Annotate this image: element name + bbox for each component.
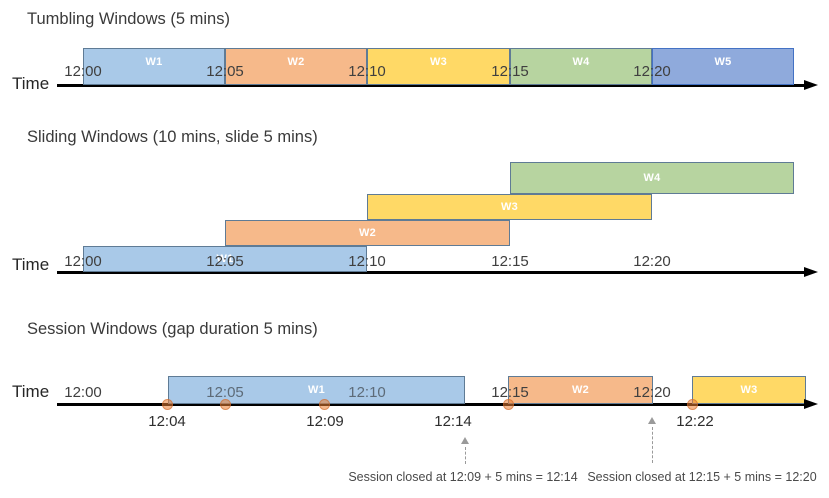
window-label: W4 xyxy=(643,172,661,184)
sliding-window-1: W1 xyxy=(83,246,367,272)
tick-label: 12:10 xyxy=(348,384,386,401)
arrow-head-icon xyxy=(648,417,656,424)
tick-label: 12:05 xyxy=(206,63,244,80)
tick-label: 12:00 xyxy=(64,253,102,270)
window-label: W5 xyxy=(714,56,732,68)
tick-label: 12:20 xyxy=(633,384,671,401)
session-close-arrow-icon xyxy=(460,437,470,464)
tick-label: 12:10 xyxy=(348,253,386,270)
event-dot xyxy=(162,399,173,410)
tumbling-window-5: W5 xyxy=(652,48,794,85)
session-window-3: W3 xyxy=(692,376,806,404)
tumbling-window-1: W1 xyxy=(83,48,225,85)
event-time-label: 12:09 xyxy=(306,413,344,430)
time-axis-label: Time xyxy=(12,255,50,274)
sliding-window-3: W3 xyxy=(367,194,652,220)
tumbling-window-4: W4 xyxy=(510,48,652,85)
timeline xyxy=(57,271,804,274)
window-label: W1 xyxy=(216,253,234,265)
tumbling-window-2: W2 xyxy=(225,48,367,85)
tick-label: 12:15 xyxy=(491,63,529,80)
window-label: W3 xyxy=(740,384,758,396)
session-window-2: W2 xyxy=(508,376,653,404)
tick-label: 12:00 xyxy=(64,384,102,401)
event-dot xyxy=(220,399,231,410)
tick-label: 12:05 xyxy=(206,253,244,270)
window-label: W3 xyxy=(429,56,448,68)
section-title-sliding: Sliding Windows (10 mins, slide 5 mins) xyxy=(27,128,318,146)
event-dot xyxy=(503,399,514,410)
tick-label: 12:10 xyxy=(348,63,386,80)
event-dot xyxy=(687,399,698,410)
tick-label: 12:05 xyxy=(206,384,244,401)
arrow-stem xyxy=(464,447,466,464)
session-close-annotation: Session closed at 12:09 + 5 mins = 12:14 xyxy=(348,470,578,484)
time-axis-label: Time xyxy=(12,74,50,93)
section-title-tumbling: Tumbling Windows (5 mins) xyxy=(27,10,230,28)
window-label: W2 xyxy=(358,227,377,239)
arrow-head-icon xyxy=(461,437,469,444)
event-time-label: 12:14 xyxy=(434,413,472,430)
timeline xyxy=(57,403,804,406)
arrow-stem xyxy=(651,427,653,463)
window-label: W2 xyxy=(571,384,590,396)
time-axis-label: Time xyxy=(12,382,50,401)
sliding-window-4: W4 xyxy=(510,162,794,194)
window-label: W1 xyxy=(307,384,326,396)
window-label: W3 xyxy=(500,201,519,213)
event-dot xyxy=(319,399,330,410)
session-window-1: W1 xyxy=(168,376,465,404)
tick-label: 12:00 xyxy=(64,63,102,80)
session-close-annotation: Session closed at 12:15 + 5 mins = 12:20 xyxy=(587,470,817,484)
tick-label: 12:15 xyxy=(491,384,529,401)
window-label: W4 xyxy=(572,56,590,68)
tick-label: 12:15 xyxy=(491,253,529,270)
timeline-arrowhead-icon xyxy=(804,80,818,90)
timeline xyxy=(57,84,804,87)
section-title-session: Session Windows (gap duration 5 mins) xyxy=(27,320,318,338)
tumbling-window-3: W3 xyxy=(367,48,510,85)
timeline-arrowhead-icon xyxy=(804,399,818,409)
timeline-arrowhead-icon xyxy=(804,267,818,277)
window-label: W2 xyxy=(287,56,305,68)
tick-label: 12:20 xyxy=(633,253,671,270)
window-label: W1 xyxy=(145,56,163,68)
sliding-window-2: W2 xyxy=(225,220,510,246)
session-close-arrow-icon xyxy=(647,417,657,463)
event-time-label: 12:04 xyxy=(148,413,186,430)
event-time-label: 12:22 xyxy=(676,413,714,430)
tick-label: 12:20 xyxy=(633,63,671,80)
